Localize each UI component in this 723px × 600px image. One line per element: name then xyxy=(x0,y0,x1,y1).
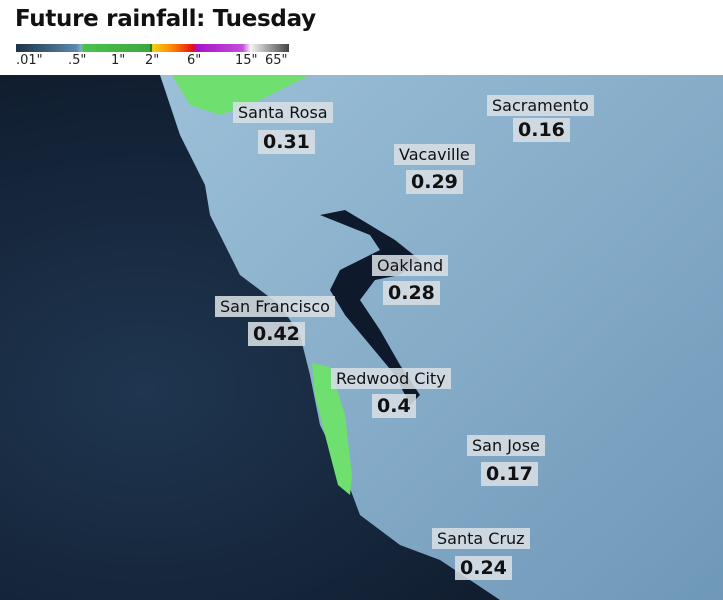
rainfall-map[interactable] xyxy=(0,75,723,600)
city-value-vacaville: 0.29 xyxy=(406,170,463,194)
heavy-rain-area xyxy=(312,363,352,495)
city-value-san-francisco: 0.42 xyxy=(248,322,305,346)
city-value-san-jose: 0.17 xyxy=(481,462,538,486)
city-value-santa-rosa: 0.31 xyxy=(258,130,315,154)
city-value-santa-cruz: 0.24 xyxy=(455,556,512,580)
legend-tick: 65" xyxy=(265,53,288,68)
city-label-san-jose: San Jose xyxy=(467,435,545,456)
city-label-san-francisco: San Francisco xyxy=(215,296,335,317)
city-label-oakland: Oakland xyxy=(372,255,449,276)
city-value-sacramento: 0.16 xyxy=(513,118,570,142)
land xyxy=(160,75,723,600)
legend-tick: 6" xyxy=(187,53,202,68)
city-value-oakland: 0.28 xyxy=(383,281,440,305)
legend-tick: 15" xyxy=(235,53,258,68)
legend-tick: .5" xyxy=(68,53,87,68)
city-label-santa-cruz: Santa Cruz xyxy=(432,528,530,549)
city-label-redwood-city: Redwood City xyxy=(331,368,451,389)
city-label-santa-rosa: Santa Rosa xyxy=(233,102,333,123)
legend-tick: .01" xyxy=(16,53,43,68)
legend-tick: 2" xyxy=(145,53,160,68)
legend-tick: 1" xyxy=(111,53,126,68)
city-value-redwood-city: 0.4 xyxy=(372,394,416,418)
map-title: Future rainfall: Tuesday xyxy=(15,6,316,32)
city-label-sacramento: Sacramento xyxy=(487,95,594,116)
rainfall-legend-bar xyxy=(16,44,289,52)
city-label-vacaville: Vacaville xyxy=(394,144,475,165)
heavy-rain-area xyxy=(172,75,310,115)
